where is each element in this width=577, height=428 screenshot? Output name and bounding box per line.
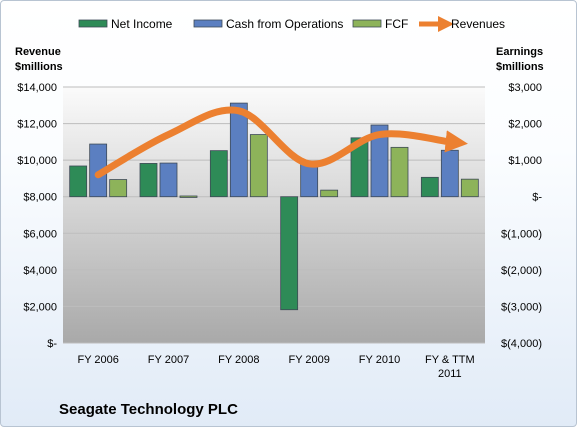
left-axis-title-line1: Revenue bbox=[15, 46, 61, 58]
chart-title: Seagate Technology PLC bbox=[59, 401, 238, 418]
left-tick-label: $2,000 bbox=[23, 301, 57, 313]
bar-cash-from-operations bbox=[300, 162, 319, 198]
bar-net-income bbox=[350, 137, 369, 198]
left-tick-label: $14,000 bbox=[17, 82, 57, 94]
left-tick-label: $12,000 bbox=[17, 119, 57, 131]
category-labels: FY 2006 FY 2007 FY 2008 FY 2009 FY 2010 FY & … bbox=[77, 354, 474, 380]
right-axis-ticks: $(4,000) $(3,000) $(2,000) $(1,000) $- $1,000… bbox=[501, 82, 542, 350]
legend-swatch-fcf bbox=[352, 19, 382, 28]
category-label: FY & TTM bbox=[425, 354, 475, 366]
legend-label-fcf: FCF bbox=[385, 17, 408, 31]
bar-fcf bbox=[179, 195, 198, 198]
category-label: FY 2008 bbox=[218, 354, 259, 366]
category-label: FY 2009 bbox=[288, 354, 329, 366]
legend-label-net-income: Net Income bbox=[111, 17, 173, 31]
right-tick-label: $- bbox=[532, 192, 542, 204]
left-axis-ticks: $- $2,000 $4,000 $6,000 $8,000 $10,000 $12,000… bbox=[17, 82, 57, 350]
bar-cash-from-operations bbox=[440, 149, 459, 198]
bar-cash-from-operations bbox=[159, 162, 178, 198]
bar-fcf bbox=[109, 179, 128, 198]
right-tick-label: $(4,000) bbox=[501, 338, 542, 350]
category-label: 2011 bbox=[438, 368, 462, 380]
legend-swatch-net-income bbox=[78, 19, 108, 28]
bar-net-income bbox=[69, 165, 88, 198]
right-tick-label: $2,000 bbox=[508, 119, 542, 131]
left-tick-label: $- bbox=[47, 338, 57, 350]
left-tick-label: $10,000 bbox=[17, 155, 57, 167]
bar-fcf bbox=[320, 189, 339, 198]
plot-area bbox=[63, 87, 485, 343]
bar-net-income bbox=[209, 150, 228, 198]
right-axis-title-line1: Earnings bbox=[496, 46, 543, 58]
bars bbox=[69, 102, 479, 311]
gridlines bbox=[63, 86, 485, 344]
bar-net-income bbox=[420, 176, 439, 198]
bar-net-income bbox=[139, 163, 158, 198]
legend-swatch-cash-from-operations bbox=[193, 19, 223, 28]
legend-label-revenues: Revenues bbox=[451, 17, 505, 31]
legend-label-cash-from-operations: Cash from Operations bbox=[226, 17, 343, 31]
right-tick-label: $(2,000) bbox=[501, 265, 542, 277]
bar-cash-from-operations bbox=[370, 124, 389, 198]
right-tick-label: $(1,000) bbox=[501, 228, 542, 240]
left-tick-label: $6,000 bbox=[23, 228, 57, 240]
bar-fcf bbox=[390, 146, 409, 198]
bar-fcf bbox=[460, 178, 479, 198]
bar-fcf bbox=[249, 134, 268, 198]
revenue-line-path bbox=[94, 106, 468, 179]
right-axis-title-line2: $millions bbox=[496, 61, 544, 73]
category-label: FY 2006 bbox=[77, 354, 118, 366]
right-tick-label: $1,000 bbox=[508, 155, 542, 167]
revenue-line bbox=[94, 106, 468, 179]
right-tick-label: $3,000 bbox=[508, 82, 542, 94]
category-label: FY 2010 bbox=[359, 354, 400, 366]
right-tick-label: $(3,000) bbox=[501, 301, 542, 313]
bar-net-income bbox=[280, 196, 299, 311]
category-label: FY 2007 bbox=[148, 354, 189, 366]
bar-cash-from-operations bbox=[229, 102, 248, 198]
legend: Net Income Cash from Operations FCF Revenue… bbox=[78, 15, 505, 32]
left-tick-label: $4,000 bbox=[23, 265, 57, 277]
left-axis-title-line2: $millions bbox=[15, 61, 63, 73]
left-tick-label: $8,000 bbox=[23, 192, 57, 204]
